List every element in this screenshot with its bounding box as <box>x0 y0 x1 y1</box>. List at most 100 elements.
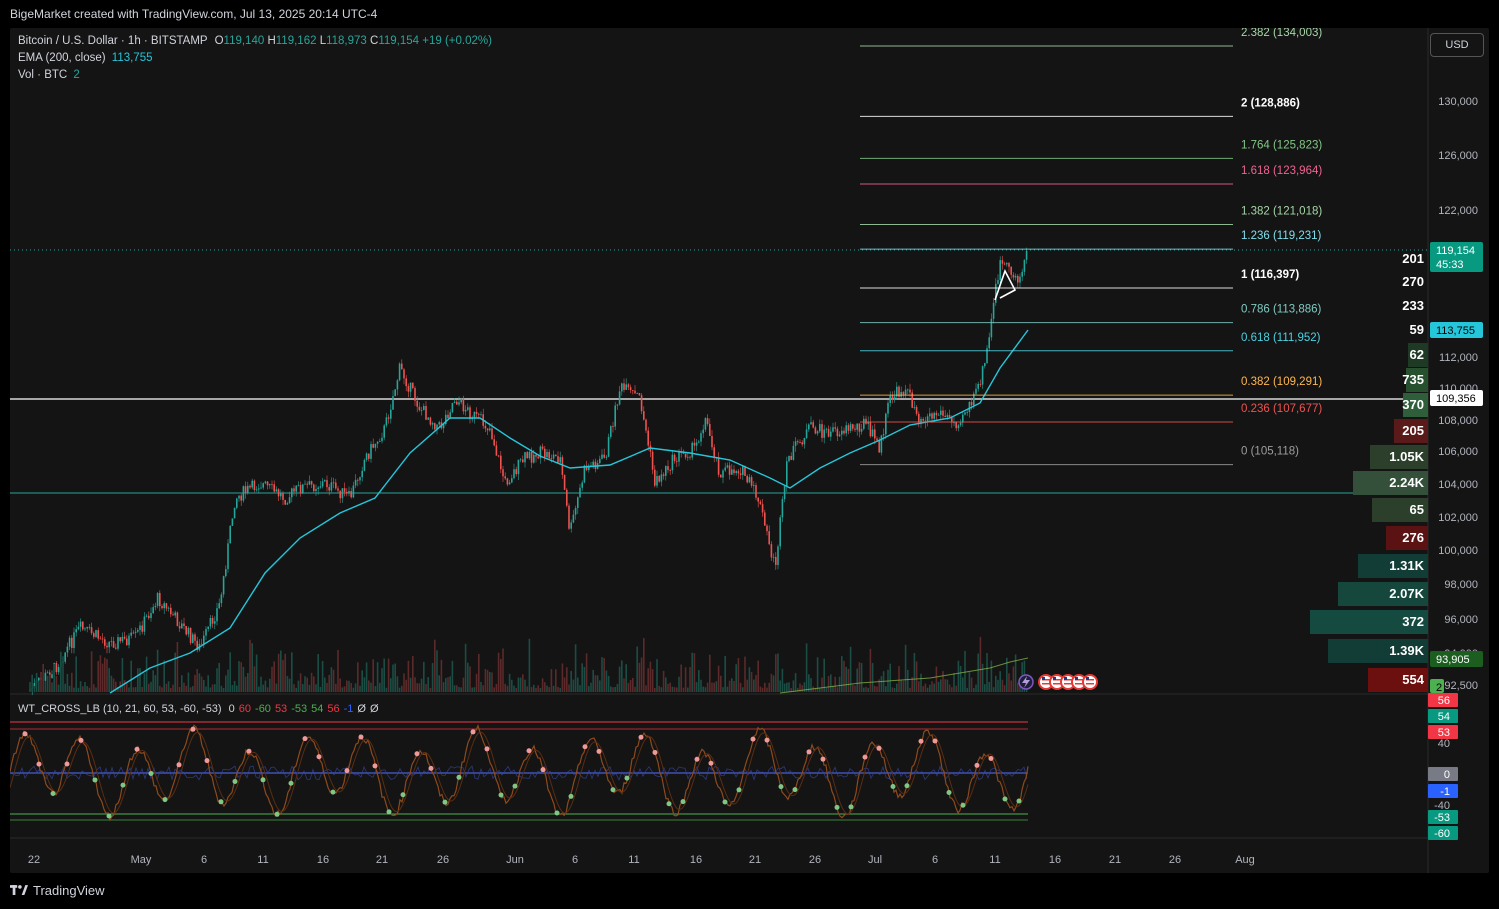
volume-bar <box>819 687 821 692</box>
volume-bar <box>220 685 223 692</box>
trend-drawing[interactable] <box>994 268 1017 301</box>
candle <box>130 628 132 639</box>
event-markers[interactable] <box>1018 674 1098 690</box>
volume-bar <box>638 662 641 692</box>
us-flag-icon[interactable] <box>1082 674 1098 690</box>
volume-bar <box>350 682 352 692</box>
volume-legend[interactable]: Vol · BTC 2 <box>18 69 80 81</box>
ema-legend[interactable]: EMA (200, close) 113,755 <box>18 52 153 64</box>
volume-bar <box>64 683 66 692</box>
candle <box>865 415 867 425</box>
volume-bar <box>874 685 876 692</box>
candle <box>579 484 581 498</box>
footer[interactable]: TradingView <box>10 883 105 898</box>
price-axis[interactable]: 130,000126,000122,000112,000110,000108,0… <box>1430 96 1483 694</box>
volume-bar <box>856 668 858 692</box>
volume-bar <box>966 687 968 692</box>
volume-bar <box>986 653 988 692</box>
volume-bar <box>482 685 484 692</box>
candle <box>981 365 984 389</box>
volume-bar <box>878 679 880 692</box>
volume-bar <box>95 687 97 692</box>
candle <box>728 461 731 480</box>
symbol-legend[interactable]: Bitcoin / U.S. Dollar · 1h · BITSTAMP O1… <box>18 35 492 47</box>
fibonacci-extension[interactable]: 2.382 (134,003) 2 (128,886) 1.764 (125,823… <box>860 28 1322 466</box>
volume-bar <box>667 683 669 692</box>
time-axis[interactable]: 22 May 6 11 16 21 26 Jun 6 11 16 21 26 Jul 6 11 16 21 26 Au… <box>28 854 1255 866</box>
fib-level-label: 2.382 (134,003) <box>1241 28 1322 39</box>
ema-200-line[interactable] <box>109 329 1029 694</box>
volume-bar <box>854 685 856 692</box>
candle <box>937 412 940 416</box>
wt-cross-dot <box>106 813 112 819</box>
candle <box>907 388 909 395</box>
wt-cross-dot <box>246 748 252 754</box>
volume-bar <box>460 687 462 692</box>
candle <box>788 455 790 463</box>
volume-bar <box>803 682 806 692</box>
candle <box>181 619 183 629</box>
wt-cross-dot <box>652 749 658 755</box>
volume-bar <box>834 676 836 692</box>
candle <box>328 484 330 496</box>
volume-bar <box>181 675 183 692</box>
candle <box>528 450 531 460</box>
volume-bar <box>132 687 135 692</box>
candle <box>205 626 207 641</box>
volume-bar <box>572 679 575 692</box>
volume-bar <box>830 674 832 692</box>
price-tick-label: 96,000 <box>1444 614 1478 626</box>
candle <box>706 414 709 427</box>
wt-cross-dot <box>708 760 714 766</box>
volume-bar <box>614 686 616 692</box>
candle <box>766 524 768 536</box>
candle <box>269 483 271 489</box>
volume-bar <box>957 660 960 692</box>
indicator-value: Ø <box>369 703 379 715</box>
volume-bar <box>526 686 528 692</box>
volume-bar <box>627 682 630 692</box>
volume-bar <box>585 653 588 692</box>
candle <box>405 375 407 392</box>
candle <box>137 627 139 634</box>
volume-bar <box>266 687 269 692</box>
volume-bar <box>66 673 69 692</box>
volume-bar <box>280 650 282 692</box>
volume-bar <box>440 659 443 692</box>
candle <box>310 480 313 489</box>
volume-bar <box>456 685 458 692</box>
price-tick-label: 112,000 <box>1439 352 1478 364</box>
candle <box>429 416 432 427</box>
indicator-name: WT_CROSS_LB (10, 21, 60, 53, -60, -53) <box>18 703 222 715</box>
candle <box>801 440 803 447</box>
candle <box>748 473 751 484</box>
candles[interactable] <box>29 247 1028 696</box>
volume-bar <box>577 677 579 692</box>
candle <box>141 620 143 635</box>
volume-bar <box>849 646 852 692</box>
indicator-legend[interactable]: WT_CROSS_LB (10, 21, 60, 53, -60, -53) 0… <box>18 703 387 715</box>
volume-bar <box>673 687 676 692</box>
chart-panel[interactable]: 2.382 (134,003) 2 (128,886) 1.764 (125,823… <box>10 28 1489 873</box>
wt-cross-dot <box>596 748 602 754</box>
time-tick-label: Jul <box>868 854 882 866</box>
bar-countdown: 45:33 <box>1436 259 1464 271</box>
main-chart[interactable]: 2.382 (134,003) 2 (128,886) 1.764 (125,823… <box>10 28 1489 873</box>
candle <box>823 424 825 444</box>
candle <box>319 480 322 489</box>
candle <box>99 635 102 640</box>
volume-bar <box>363 677 366 692</box>
candle <box>280 489 282 500</box>
candle <box>935 410 938 421</box>
candle <box>557 451 559 464</box>
tradingview-logo-icon <box>10 885 28 895</box>
currency-button[interactable]: USD <box>1430 33 1484 57</box>
volume-bar <box>693 653 696 692</box>
volume-bar <box>735 664 737 692</box>
ema-label: EMA (200, close) <box>18 52 106 64</box>
volume-bar <box>764 682 766 692</box>
volume-profile-value: 2.24K <box>1389 475 1424 490</box>
indicator-value: 0 <box>228 703 235 715</box>
indicator-axis-tag: 0 <box>1428 767 1458 781</box>
